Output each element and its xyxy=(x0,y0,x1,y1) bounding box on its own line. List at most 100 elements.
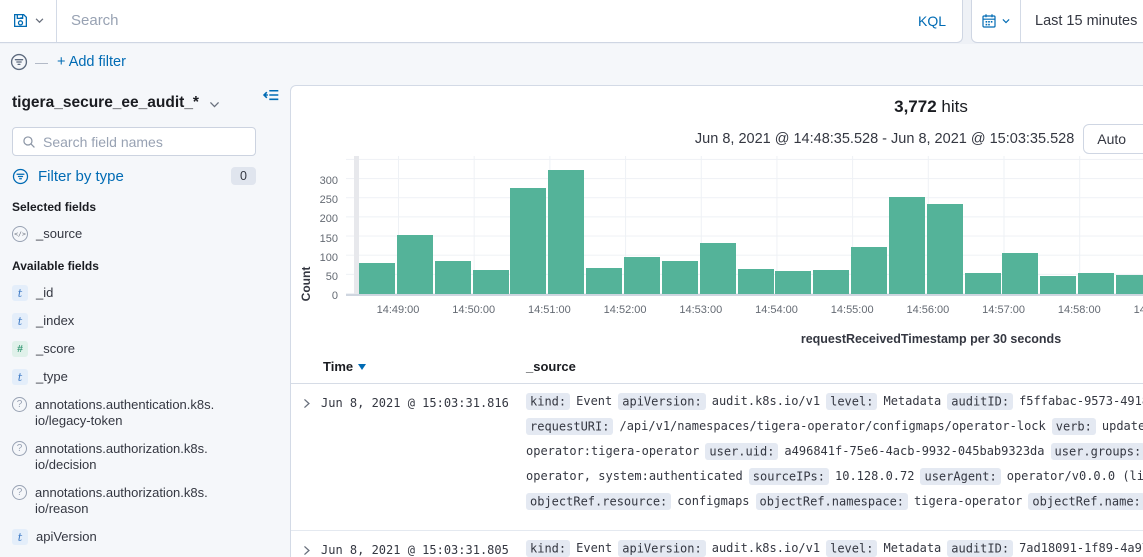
filter-icon xyxy=(12,168,29,185)
interval-select[interactable]: Auto xyxy=(1083,124,1143,154)
field-item-_score[interactable]: # _score xyxy=(12,341,256,357)
time-range-display[interactable]: Last 15 minutes xyxy=(1035,12,1138,29)
field-name-token: level: xyxy=(826,539,878,557)
field-name: _index xyxy=(36,313,75,328)
x-tick-label: 14:57:00 xyxy=(982,304,1026,316)
field-search-input[interactable] xyxy=(43,133,255,150)
histogram-bar[interactable] xyxy=(548,170,584,294)
chevron-down-icon xyxy=(1001,16,1011,26)
field-name-token: auditID: xyxy=(947,539,1014,557)
histogram-bar[interactable] xyxy=(738,269,774,294)
field-name-token: user.uid: xyxy=(705,442,779,460)
x-tick-label: 14:58:00 xyxy=(1057,304,1101,316)
histogram-bar[interactable] xyxy=(624,257,660,294)
field-value-token: 10.128.0.72 xyxy=(835,469,915,483)
histogram-bar[interactable] xyxy=(473,270,509,294)
y-tick-label: 150 xyxy=(319,232,338,245)
unknown-field-type-icon: ? xyxy=(12,441,27,456)
saved-query-button[interactable] xyxy=(0,0,57,42)
expand-row-icon[interactable] xyxy=(300,397,313,410)
histogram-bar[interactable] xyxy=(851,247,887,294)
selected-fields-list: </> _source xyxy=(12,226,256,242)
field-name-token: level: xyxy=(826,392,878,410)
string-field-type-icon: t xyxy=(12,529,28,545)
index-pattern-selector[interactable]: tigera_secure_ee_audit_* xyxy=(12,94,256,112)
field-item-_type[interactable]: t _type xyxy=(12,369,256,385)
histogram-bar[interactable] xyxy=(700,243,736,294)
filter-by-type[interactable]: Filter by type 0 xyxy=(12,167,256,185)
histogram-bar[interactable] xyxy=(1078,273,1114,294)
collapse-sidebar-icon[interactable] xyxy=(262,86,280,104)
doc-source-line: objectRef.resource: configmaps objectRef.n… xyxy=(526,489,1143,514)
field-item-_index[interactable]: t _index xyxy=(12,313,256,329)
histogram-bar[interactable] xyxy=(397,235,433,294)
field-item-annotations-authorization-k8s-io-decision[interactable]: ? annotations.​authorization.​k8s.​io/dec… xyxy=(12,441,256,473)
y-tick-label: 0 xyxy=(331,290,338,302)
field-value-token: update xyxy=(1101,419,1143,433)
doc-source-line: kind: Event apiVersion: audit.k8s.io/v1 leve… xyxy=(526,389,1143,414)
doc-timestamp: Jun 8, 2021 @ 15:03:31.805 xyxy=(321,543,509,557)
histogram-bar[interactable] xyxy=(510,188,546,294)
field-item-apiVersion[interactable]: t apiVersion xyxy=(12,529,256,545)
field-item-_source[interactable]: </> _source xyxy=(12,226,256,242)
field-value-token: audit.k8s.io/v1 xyxy=(711,541,821,555)
histogram-bar[interactable] xyxy=(359,263,395,294)
time-header-label: Time xyxy=(323,359,354,374)
histogram-bar[interactable] xyxy=(965,273,1001,294)
filter-icon[interactable] xyxy=(10,53,28,71)
search-input[interactable] xyxy=(57,0,902,42)
chart-range-row: Jun 8, 2021 @ 14:48:35.528 - Jun 8, 2021… xyxy=(291,124,1143,154)
y-tick-label: 100 xyxy=(319,251,338,264)
field-name: _type xyxy=(36,369,68,384)
histogram-bar[interactable] xyxy=(586,268,622,294)
doc-source: kind: Event apiVersion: audit.k8s.io/v1 leve… xyxy=(526,536,1143,557)
field-name: _id xyxy=(36,285,54,300)
histogram-bar[interactable] xyxy=(927,204,963,294)
field-name: annotations.​authorization.​k8s.​io/deci… xyxy=(35,441,208,472)
x-tick-label: 14:49:00 xyxy=(376,304,420,316)
doc-table-row: Jun 8, 2021 @ 15:03:31.816 kind: Event apiV… xyxy=(291,384,1143,531)
unknown-field-type-icon: ? xyxy=(12,485,27,500)
histogram-bar[interactable] xyxy=(1002,253,1038,294)
histogram-bar[interactable] xyxy=(1116,275,1143,294)
field-value-token: configmaps xyxy=(677,494,750,508)
source-field-type-icon: </> xyxy=(12,226,28,242)
chart-time-range[interactable]: Jun 8, 2021 @ 14:48:35.528 - Jun 8, 2021… xyxy=(694,131,1075,147)
expand-row-icon[interactable] xyxy=(300,544,313,557)
field-value-token: Event xyxy=(576,394,613,408)
field-search-box xyxy=(12,127,256,156)
fields-sidebar: tigera_secure_ee_audit_* Filter by type … xyxy=(0,80,256,557)
date-picker-group: Last 15 minutes xyxy=(971,0,1143,43)
histogram-bar[interactable] xyxy=(662,261,698,294)
field-name-token: kind: xyxy=(526,539,571,557)
header-divider xyxy=(291,383,1143,384)
time-column-header[interactable]: Time xyxy=(323,359,367,374)
histogram-bar[interactable] xyxy=(775,271,811,294)
kql-button[interactable]: KQL xyxy=(902,0,962,42)
date-picker-button[interactable] xyxy=(972,0,1021,42)
histogram-chart: Count 0 50 100 150 200 250 300 14:49:00 14:50:0… xyxy=(291,156,1143,326)
y-tick-label: 300 xyxy=(319,175,338,187)
histogram-bar[interactable] xyxy=(889,197,925,294)
hits-label: hits xyxy=(936,97,968,116)
add-filter-button[interactable]: + Add filter xyxy=(57,54,126,70)
search-icon xyxy=(22,135,36,149)
filter-by-type-label: Filter by type xyxy=(38,167,124,185)
selected-fields-heading: Selected fields xyxy=(12,200,97,214)
field-item-annotations-authentication-k8s-io-legacy-token[interactable]: ? annotations.​authentication.​k8s.​io/le… xyxy=(12,397,256,429)
histogram-bar[interactable] xyxy=(435,261,471,294)
field-name-token: verb: xyxy=(1051,417,1096,435)
available-fields-list: t _id t _index # _score t _type? annotations.​au… xyxy=(12,285,256,557)
field-value-token: a496841f-75e6-4acb-9932-045bab9323da xyxy=(784,444,1045,458)
field-item-_id[interactable]: t _id xyxy=(12,285,256,301)
field-value-token: operator:tigera-operator xyxy=(526,444,700,458)
y-tick-label: 200 xyxy=(319,213,338,226)
histogram-bar[interactable] xyxy=(813,270,849,294)
field-item-annotations-authorization-k8s-io-reason[interactable]: ? annotations.​authorization.​k8s.​io/rea… xyxy=(12,485,256,517)
filter-bar: — + Add filter xyxy=(0,44,1143,80)
field-name-token: objectRef.resource: xyxy=(526,492,672,510)
histogram-bar[interactable] xyxy=(1040,276,1076,294)
field-value-token: audit.k8s.io/v1 xyxy=(711,394,821,408)
y-tick-label: 50 xyxy=(325,270,338,283)
doc-source-line: kind: Event apiVersion: audit.k8s.io/v1 leve… xyxy=(526,536,1143,557)
